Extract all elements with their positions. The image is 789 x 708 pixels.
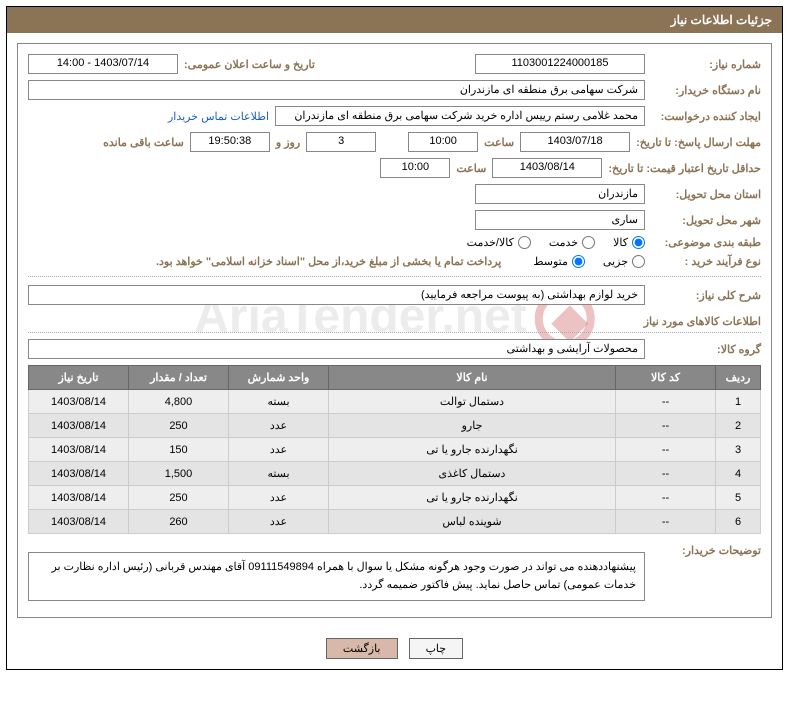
table-cell: 1403/08/14 <box>29 414 129 438</box>
radio-kala[interactable]: کالا <box>613 236 645 249</box>
need-number-label: شماره نیاز: <box>651 58 761 71</box>
subject-class-label: طبقه بندی موضوعی: <box>651 236 761 249</box>
radio-motavaset[interactable]: متوسط <box>533 255 585 268</box>
table-row: 4--دستمال کاغذیبسته1,5001403/08/14 <box>29 462 761 486</box>
buyer-org-label: نام دستگاه خریدار: <box>651 84 761 97</box>
back-button[interactable]: بازگشت <box>326 638 398 659</box>
th-row: ردیف <box>716 366 761 390</box>
table-cell: عدد <box>229 414 329 438</box>
need-number-field: 1103001224000185 <box>475 54 645 74</box>
need-summary-field: خرید لوازم بهداشتی (به پیوست مراجعه فرما… <box>28 285 645 305</box>
price-validity-time-field: 10:00 <box>380 158 450 178</box>
hour-label-1: ساعت <box>484 136 514 149</box>
th-qty: تعداد / مقدار <box>129 366 229 390</box>
table-cell: 1 <box>716 390 761 414</box>
table-cell: دستمال توالت <box>329 390 616 414</box>
table-cell: 250 <box>129 486 229 510</box>
announce-label: تاریخ و ساعت اعلان عمومی: <box>184 58 315 71</box>
table-cell: 4,800 <box>129 390 229 414</box>
table-cell: جارو <box>329 414 616 438</box>
radio-jozei[interactable]: جزیی <box>603 255 645 268</box>
table-cell: 1403/08/14 <box>29 486 129 510</box>
deadline-time-field: 10:00 <box>408 132 478 152</box>
radio-khadamat[interactable]: خدمت <box>549 236 595 249</box>
delivery-city-label: شهر محل تحویل: <box>651 214 761 227</box>
table-cell: 1403/08/14 <box>29 510 129 534</box>
delivery-city-field: ساری <box>475 210 645 230</box>
hours-remaining-label: ساعت باقی مانده <box>103 136 184 149</box>
table-row: 2--جاروعدد2501403/08/14 <box>29 414 761 438</box>
th-code: کد کالا <box>616 366 716 390</box>
table-cell: بسته <box>229 462 329 486</box>
table-row: 1--دستمال توالتبسته4,8001403/08/14 <box>29 390 761 414</box>
items-table: ردیف کد کالا نام کالا واحد شمارش تعداد /… <box>28 365 761 534</box>
table-cell: -- <box>616 390 716 414</box>
table-row: 6--شوینده لباسعدد2601403/08/14 <box>29 510 761 534</box>
table-cell: -- <box>616 462 716 486</box>
announce-field: 1403/07/14 - 14:00 <box>28 54 178 74</box>
remaining-time-field: 19:50:38 <box>190 132 270 152</box>
days-and-label: روز و <box>276 136 300 149</box>
table-cell: 260 <box>129 510 229 534</box>
table-cell: -- <box>616 414 716 438</box>
buyer-notes-label: توضیحات خریدار: <box>651 544 761 557</box>
requester-label: ایجاد کننده درخواست: <box>651 110 761 123</box>
buyer-org-field: شرکت سهامی برق منطقه ای مازندران <box>28 80 645 100</box>
price-validity-label: حداقل تاریخ اعتبار قیمت: تا تاریخ: <box>608 162 761 175</box>
table-row: 5--نگهدارنده جارو یا تیعدد2501403/08/14 <box>29 486 761 510</box>
table-row: 3--نگهدارنده جارو یا تیعدد1501403/08/14 <box>29 438 761 462</box>
table-cell: نگهدارنده جارو یا تی <box>329 438 616 462</box>
table-cell: عدد <box>229 438 329 462</box>
need-summary-label: شرح کلی نیاز: <box>651 289 761 302</box>
th-date: تاریخ نیاز <box>29 366 129 390</box>
buyer-notes-box: پیشنهاددهنده می تواند در صورت وجود هرگون… <box>28 552 645 601</box>
treasury-note: پرداخت تمام یا بخشی از مبلغ خرید،از محل … <box>156 255 501 268</box>
purchase-type-label: نوع فرآیند خرید : <box>651 255 761 268</box>
table-cell: عدد <box>229 486 329 510</box>
delivery-province-label: استان محل تحویل: <box>651 188 761 201</box>
table-cell: 1403/08/14 <box>29 438 129 462</box>
table-cell: بسته <box>229 390 329 414</box>
buyer-contact-link[interactable]: اطلاعات تماس خریدار <box>168 110 269 123</box>
table-cell: نگهدارنده جارو یا تی <box>329 486 616 510</box>
table-cell: عدد <box>229 510 329 534</box>
table-cell: 1403/08/14 <box>29 462 129 486</box>
table-cell: -- <box>616 438 716 462</box>
price-validity-date-field: 1403/08/14 <box>492 158 602 178</box>
table-cell: 3 <box>716 438 761 462</box>
table-cell: -- <box>616 486 716 510</box>
hour-label-2: ساعت <box>456 162 486 175</box>
th-unit: واحد شمارش <box>229 366 329 390</box>
table-cell: 4 <box>716 462 761 486</box>
table-cell: 1,500 <box>129 462 229 486</box>
remaining-days-field: 3 <box>306 132 376 152</box>
goods-group-field: محصولات آرایشی و بهداشتی <box>28 339 645 359</box>
th-name: نام کالا <box>329 366 616 390</box>
table-cell: 5 <box>716 486 761 510</box>
deadline-label: مهلت ارسال پاسخ: تا تاریخ: <box>636 136 761 149</box>
print-button[interactable]: چاپ <box>409 638 464 659</box>
radio-kala-khadamat[interactable]: کالا/خدمت <box>467 236 531 249</box>
table-cell: 1403/08/14 <box>29 390 129 414</box>
table-cell: 250 <box>129 414 229 438</box>
table-cell: دستمال کاغذی <box>329 462 616 486</box>
table-cell: -- <box>616 510 716 534</box>
table-cell: 150 <box>129 438 229 462</box>
requester-field: محمد غلامی رستم رییس اداره خرید شرکت سها… <box>275 106 645 126</box>
deadline-date-field: 1403/07/18 <box>520 132 630 152</box>
title-bar: جزئیات اطلاعات نیاز <box>7 7 782 33</box>
goods-group-label: گروه کالا: <box>651 343 761 356</box>
table-cell: 6 <box>716 510 761 534</box>
table-cell: 2 <box>716 414 761 438</box>
delivery-province-field: مازندران <box>475 184 645 204</box>
items-info-title: اطلاعات کالاهای مورد نیاز <box>28 315 761 333</box>
table-cell: شوینده لباس <box>329 510 616 534</box>
